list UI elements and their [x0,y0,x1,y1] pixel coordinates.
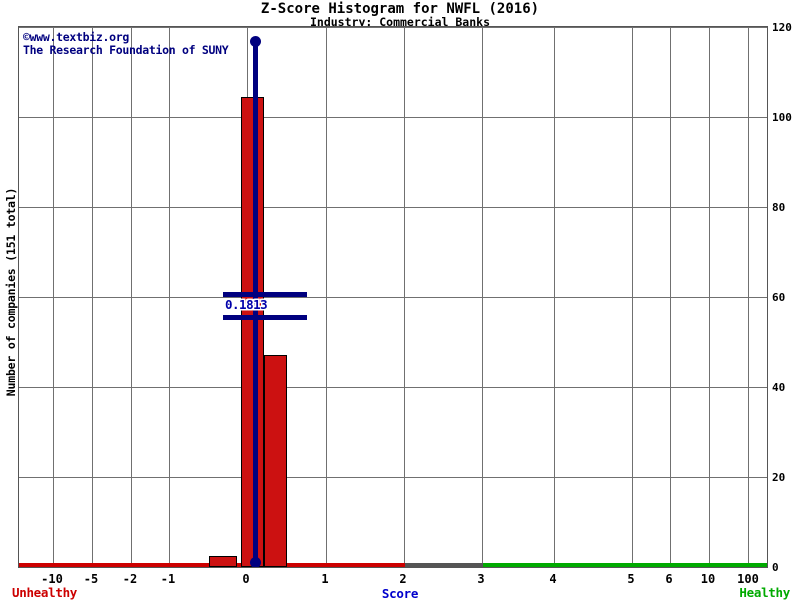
score-marker-dot-bottom [250,557,261,567]
gridline-y-80 [19,207,767,208]
healthy-zone-label: Healthy [739,585,790,600]
xtick-label-neg10: -10 [41,572,63,586]
gridline-y-60 [19,297,767,298]
zone-gray-baseline [405,563,483,567]
chart-title: Z-Score Histogram for NWFL (2016) [260,1,540,17]
plot-area: 0.1813 ©www.textbiz.org The Research Fou… [18,26,768,568]
chart-subtitle: Industry: Commercial Banks [309,15,490,29]
gridline-x-10 [709,27,710,567]
credit-line-2: The Research Foundation of SUNY [23,43,229,57]
y-axis-label: Number of companies (151 total) [4,187,18,397]
xtick-label-neg2: -2 [122,572,138,586]
xtick-label-1: 1 [321,572,329,586]
gridline-y-120 [19,27,767,28]
score-marker-bar-lower [223,315,307,320]
gridline-x-6 [670,27,671,567]
xtick-label-10: 10 [700,572,716,586]
unhealthy-zone-label: Unhealthy [12,585,78,600]
gridline-x-1 [326,27,327,567]
xtick-label-neg5: -5 [83,572,99,586]
ytick-label-0: 0 [772,561,779,574]
gridline-x-neg10 [53,27,54,567]
score-marker-bar-upper [223,292,307,297]
xtick-label-4: 4 [549,572,557,586]
xtick-label-2: 2 [399,572,407,586]
ytick-label-40: 40 [772,381,786,394]
zone-healthy-baseline [483,563,767,567]
gridline-x-100 [748,27,749,567]
ytick-label-20: 20 [772,471,786,484]
gridline-x-2 [404,27,405,567]
gridline-y-100 [19,117,767,118]
histogram-bar [209,556,237,567]
gridline-y-40 [19,387,767,388]
gridline-x-5 [632,27,633,567]
xtick-label-neg1: -1 [160,572,176,586]
ytick-label-120: 120 [772,21,792,34]
ytick-label-80: 80 [772,201,786,214]
xtick-label-0: 0 [242,572,250,586]
credit-line-1: ©www.textbiz.org [23,30,129,44]
score-marker-line [253,41,258,564]
score-value-label: 0.1813 [225,297,268,312]
xtick-label-6: 6 [665,572,673,586]
score-marker-dot-top [250,36,261,47]
xtick-label-3: 3 [477,572,485,586]
gridline-x-neg2 [131,27,132,567]
xtick-label-100: 100 [737,572,759,586]
gridline-x-neg1 [169,27,170,567]
gridline-y-20 [19,477,767,478]
xtick-label-5: 5 [627,572,635,586]
gridline-x-4 [554,27,555,567]
ytick-label-100: 100 [772,111,792,124]
ytick-label-60: 60 [772,291,786,304]
x-axis-label: Score [381,586,419,601]
gridline-x-neg5 [92,27,93,567]
gridline-x-3 [482,27,483,567]
histogram-bar [264,355,287,567]
